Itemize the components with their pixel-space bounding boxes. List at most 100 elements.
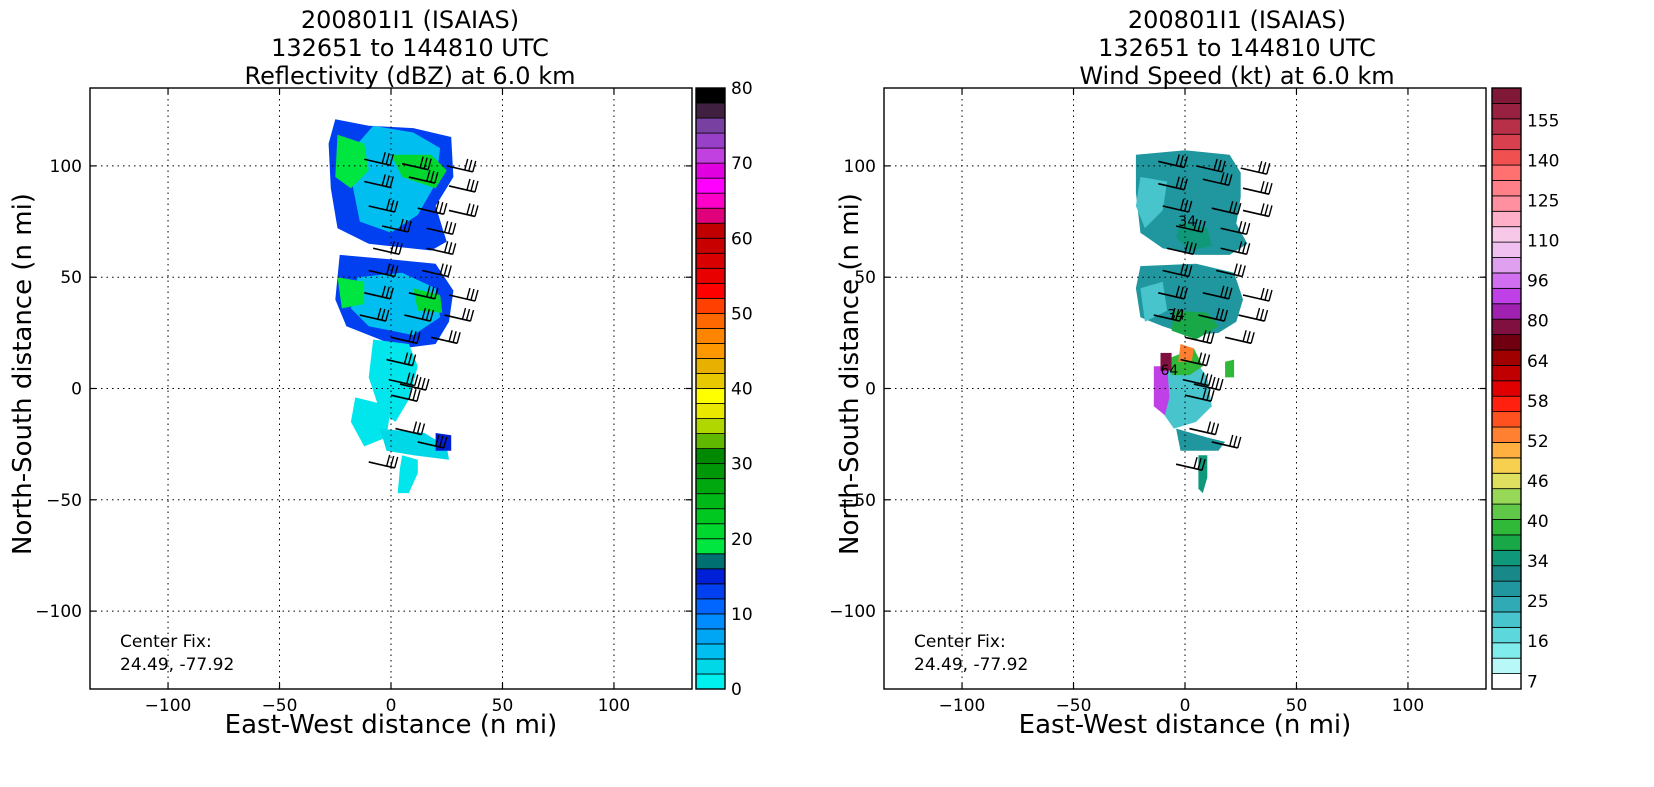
colorbar-tick-label: 46 bbox=[1527, 472, 1549, 492]
wind-barb-shaft bbox=[359, 314, 386, 322]
wind-barb-flag bbox=[1206, 331, 1211, 343]
wind-barb-flag bbox=[389, 287, 394, 299]
wind-barb-flag bbox=[1219, 308, 1225, 321]
echo-region bbox=[350, 272, 441, 336]
wind-barb-flag bbox=[474, 289, 479, 302]
wind-barb-flag bbox=[403, 352, 409, 364]
wind-barb-flag bbox=[1183, 156, 1188, 168]
wind-barb bbox=[1182, 372, 1213, 387]
colorbar-swatch bbox=[695, 553, 726, 570]
wind-barb bbox=[404, 307, 435, 322]
wind-barb-flag bbox=[425, 378, 430, 391]
colorbar-swatch bbox=[695, 177, 726, 194]
wind-barb bbox=[1211, 201, 1242, 215]
wind-barb-flag bbox=[443, 203, 448, 215]
colorbar-tick-label: 60 bbox=[731, 229, 753, 249]
wind-barb-flag bbox=[1229, 201, 1234, 213]
x-tick-label: 50 bbox=[492, 696, 514, 716]
wind-barb-flag bbox=[1205, 354, 1211, 366]
wind-barb-flag bbox=[1228, 287, 1233, 299]
wind-barb-flag bbox=[1221, 160, 1226, 173]
x-tick-label: 0 bbox=[386, 696, 397, 716]
wind-barb-flag bbox=[447, 222, 453, 234]
chart-title: 200801I1 (ISAIAS) 132651 to 144810 UTC W… bbox=[917, 6, 1557, 90]
center-fix-label: Center Fix: bbox=[120, 632, 212, 652]
wind-barb bbox=[1240, 160, 1271, 175]
wind-barb-flag bbox=[443, 264, 448, 276]
wind-barb-shaft bbox=[1189, 427, 1216, 436]
wind-barb-flag bbox=[394, 265, 399, 277]
wind-barb-shaft bbox=[1162, 269, 1189, 278]
colorbar-swatch bbox=[1491, 364, 1522, 382]
wind-barb-shaft bbox=[364, 292, 391, 300]
wind-barb-flag bbox=[1262, 161, 1267, 174]
wind-barb-flag bbox=[448, 330, 453, 342]
wind-barb-flag bbox=[1237, 436, 1242, 449]
wind-barb-flag bbox=[381, 174, 386, 186]
colorbar-tick-label: 58 bbox=[1527, 392, 1549, 412]
colorbar: 0 10 20 30 40 50 60 70 80 bbox=[695, 79, 753, 700]
colorbar-swatch bbox=[695, 297, 726, 314]
colorbar-tick-label: 7 bbox=[1527, 672, 1538, 692]
wind-barb-flag bbox=[403, 219, 408, 232]
wind-barb bbox=[1180, 352, 1211, 367]
colorbar-tick-label: 30 bbox=[731, 455, 753, 475]
colorbar-swatch bbox=[695, 463, 726, 480]
wind-barb-flag bbox=[1264, 288, 1269, 301]
colorbar-swatch bbox=[1491, 303, 1522, 320]
wind-barb-flag bbox=[1211, 376, 1216, 389]
wind-barb-shaft bbox=[1202, 292, 1230, 300]
colorbar-swatch bbox=[695, 282, 726, 299]
wind-barb-flag bbox=[412, 388, 417, 401]
wind-barb-flag bbox=[1184, 264, 1189, 276]
wind-barb-flag bbox=[435, 201, 440, 213]
wind-barb-shaft bbox=[1162, 205, 1189, 213]
wind-barb-flag bbox=[390, 241, 395, 253]
wind-barb-flag bbox=[1260, 287, 1265, 300]
wind-barb-flag bbox=[451, 223, 457, 235]
wind-barb-flag bbox=[1202, 387, 1207, 400]
wind-barb-flag bbox=[427, 158, 432, 170]
wind-barb-flag bbox=[447, 242, 453, 254]
wind-barb-shaft bbox=[408, 176, 436, 184]
wind-barb-flag bbox=[416, 389, 421, 402]
wind-barb-flag bbox=[1197, 219, 1202, 232]
wind-barb-flag bbox=[1201, 458, 1206, 471]
colorbar-tick-label: 80 bbox=[1527, 312, 1549, 332]
wind-barb-flag bbox=[386, 263, 391, 275]
wind-barb bbox=[1216, 263, 1246, 278]
wind-barb bbox=[1175, 456, 1206, 471]
wind-barb-flag bbox=[1250, 332, 1255, 344]
colorbar-swatch bbox=[695, 343, 726, 359]
wind-barb-shaft bbox=[1195, 165, 1223, 173]
wind-barb-flag bbox=[1171, 307, 1176, 320]
wind-barb-flag bbox=[1223, 309, 1229, 322]
wind-barb-flag bbox=[1264, 204, 1269, 216]
wind-barb-flag bbox=[1179, 177, 1184, 189]
wind-barb-flag bbox=[1192, 243, 1197, 255]
wind-barb bbox=[1211, 434, 1242, 449]
wind-barb bbox=[368, 198, 399, 213]
wind-barb-shaft bbox=[1158, 160, 1185, 169]
title-line-2: 132651 to 144810 UTC bbox=[271, 34, 549, 62]
wind-barb-flag bbox=[461, 307, 467, 320]
colorbar-tick-label: 40 bbox=[731, 380, 753, 400]
colorbar-swatch bbox=[695, 628, 726, 645]
wind-barb-flag bbox=[1233, 263, 1238, 275]
colorbar-swatch bbox=[695, 478, 726, 495]
wind-barb-flag bbox=[1220, 172, 1225, 184]
title-line-3: Reflectivity (dBZ) at 6.0 km bbox=[244, 62, 576, 90]
wind-barb-flag bbox=[466, 203, 471, 215]
wind-barb-flag bbox=[430, 170, 435, 183]
wind-barb bbox=[1189, 421, 1220, 436]
wind-barb bbox=[422, 263, 452, 278]
y-tick-label: −50 bbox=[840, 491, 876, 511]
y-tick-label: 50 bbox=[60, 268, 82, 288]
echo-region bbox=[1171, 310, 1219, 340]
wind-barb-flag bbox=[426, 169, 431, 182]
colorbar-swatch bbox=[695, 358, 726, 374]
echo-region bbox=[1178, 344, 1194, 362]
wind-barb-flag bbox=[1258, 160, 1263, 173]
title-line-3: Wind Speed (kt) at 6.0 km bbox=[1079, 62, 1395, 90]
wind-barb-shaft bbox=[426, 247, 453, 256]
